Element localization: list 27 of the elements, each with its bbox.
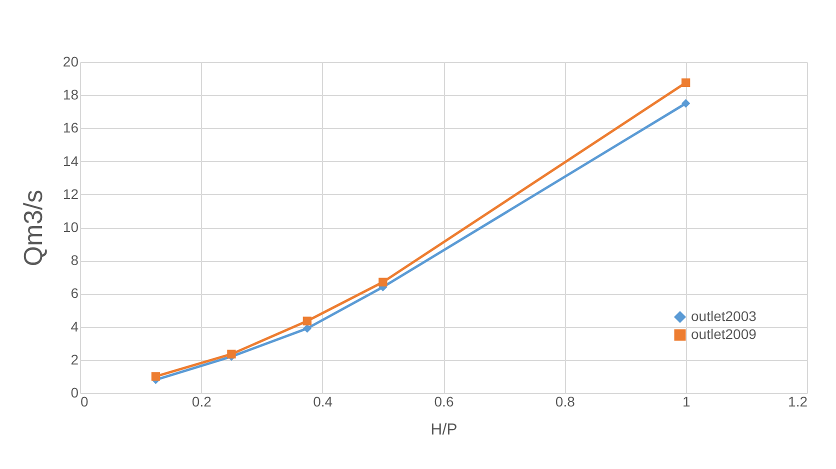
x-tick-label: 1.2: [788, 394, 808, 410]
point: [302, 324, 312, 333]
y-tick-label: 12: [62, 186, 79, 202]
y-axis-title: Qm3/s: [18, 190, 48, 266]
x-tick-label: 0.2: [192, 394, 212, 410]
point: [682, 78, 690, 88]
y-tick-label: 6: [70, 285, 79, 302]
y-tick-label: 20: [62, 54, 79, 70]
y-tick-label: 18: [62, 86, 79, 103]
x-tick-label: 0.4: [313, 394, 333, 410]
legend-label: outlet2003: [691, 308, 757, 324]
y-tick-label: 8: [70, 252, 79, 268]
y-tick-label: 10: [62, 219, 79, 235]
y-tick-label: 2: [70, 351, 79, 368]
x-tick-label: 1: [682, 394, 690, 410]
y-tick-label: 4: [70, 318, 79, 334]
x-tick-label: 0.8: [555, 394, 576, 410]
point: [682, 99, 690, 108]
x-axis-title: H/P: [430, 422, 458, 438]
point: [302, 316, 312, 326]
legend-label: outlet2009: [691, 326, 757, 342]
y-tick-label: 14: [62, 152, 79, 169]
point: [227, 350, 236, 358]
point: [151, 372, 160, 381]
x-tick-label: 0.6: [434, 394, 454, 410]
y-tick-label: 16: [62, 120, 79, 136]
point: [378, 278, 388, 286]
